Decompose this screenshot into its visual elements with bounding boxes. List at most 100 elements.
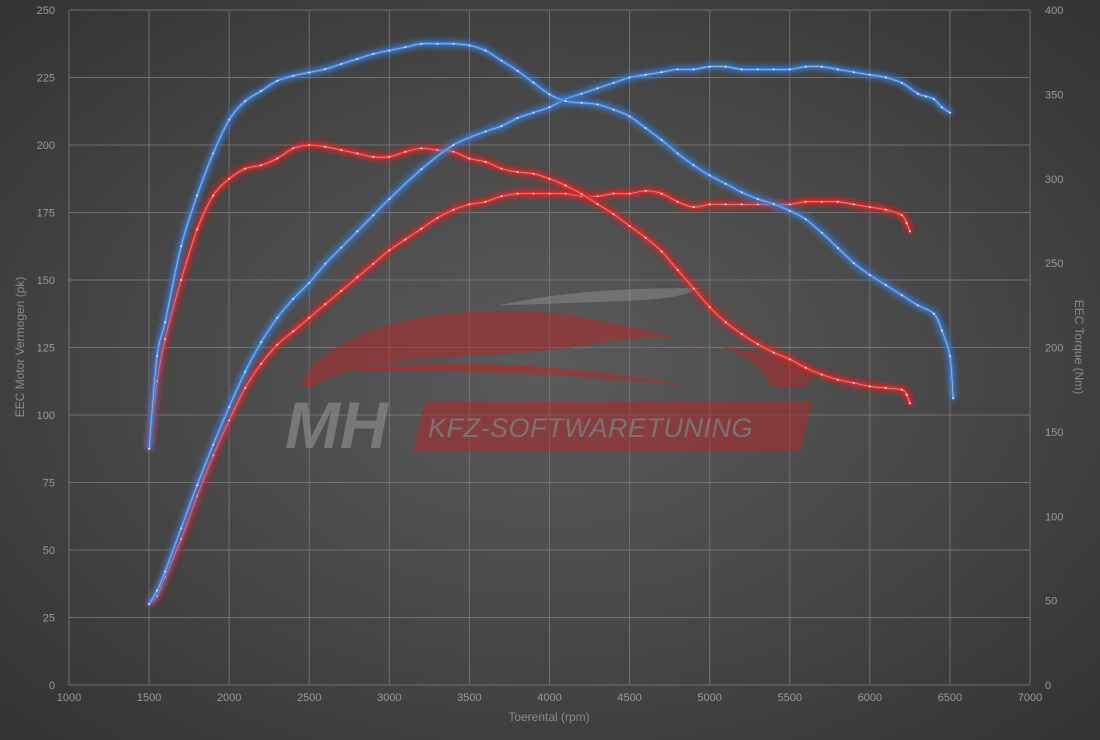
stock-power-line-point [180,538,183,541]
stock-power-line-point [404,238,407,241]
tick-labels: 1000 1500 2000 2500 3000 3500 4000 4500 5000 5500… [37,5,1064,704]
stock-torque-line-point [292,147,295,150]
tuned-power-line-point [276,316,279,319]
x-tick-label: 3000 [377,692,401,704]
stock-power-line-point [804,200,807,203]
y-left-tick-label: 50 [43,545,55,557]
tuned-torque-line-point [388,49,391,52]
stock-torque-line-point [532,172,535,175]
tuned-torque-line-point [660,138,663,141]
tuned-power-line-point [612,81,615,84]
tuned-power-line-point [372,214,375,217]
tuned-power-line-point [228,405,231,408]
stock-torque-line-point [660,250,663,253]
y-left-tick-label: 250 [37,5,55,17]
stock-power-line-point [388,249,391,252]
stock-torque-line-point [420,147,423,150]
stock-torque-line-point [788,358,791,361]
tuned-power-line-point [940,106,943,109]
tuned-torque-line-point [244,100,247,103]
y-left-tick-label: 100 [37,410,55,422]
stock-power-line-point [660,192,663,195]
tuned-torque-line-point [212,152,215,155]
tuned-power-line-point [532,111,535,114]
tuned-power-line-point [148,603,151,605]
stock-torque-line-point [740,333,743,335]
stock-torque-line-point [164,338,167,341]
tuned-power-line-point [884,76,887,79]
stock-torque-line-point [908,402,911,405]
y-right-tick-label: 0 [1045,680,1051,692]
y-right-tick-label: 100 [1045,511,1063,523]
stock-power-line-point [340,289,343,292]
tuned-power-line-point [580,92,583,95]
tuned-power-line-point [324,262,327,265]
stock-torque-line-point [388,155,391,158]
stock-torque-line-point [180,279,183,281]
stock-power-line-highlight [148,190,911,605]
y-right-tick-label: 400 [1045,5,1063,17]
tuned-torque-line-highlight [148,43,954,449]
stock-torque-line-point [852,381,855,384]
tuned-torque-line-point [468,44,471,47]
tuned-torque-line-point [708,174,711,177]
stock-power-line-point [356,276,359,279]
watermark-car-silhouette [300,310,812,388]
stock-torque-line-point [900,388,903,391]
tuned-power-line-point [244,370,247,373]
stock-torque-line-point [804,366,807,369]
tuned-power-line-point [772,68,775,71]
stock-torque-line-point [436,149,439,152]
tuned-torque-line-point [148,447,151,450]
stock-torque-line-point [500,167,503,170]
stock-power-line-point [196,495,199,497]
stock-power-line-point [708,203,711,206]
x-tick-label: 1000 [57,692,81,704]
tuned-torque-line-point [260,90,263,92]
stock-torque-line-point [692,287,695,290]
tuned-torque-line-point [900,294,903,297]
tuned-torque-line-point [788,209,791,212]
tuned-torque-line-point [356,57,359,60]
tuned-torque-line-point [436,42,439,45]
stock-torque-line-point [580,192,583,195]
tuned-power-line-point [740,68,743,71]
stock-torque-line-point [548,177,551,180]
tuned-power-line-point [692,68,695,71]
x-tick-label: 2000 [217,692,241,704]
stock-power-line-point [308,316,311,319]
watermark-red-banner [413,402,812,452]
tuned-power-line-point [420,168,423,171]
y-left-tick-label: 75 [43,478,55,490]
stock-power-line-point [452,208,455,211]
y-left-tick-label: 0 [49,680,55,692]
stock-torque-line-point [905,393,908,396]
y-left-tick-label: 200 [37,140,55,152]
tuned-power-line-point [788,68,791,71]
tuned-torque-line-point [756,198,759,200]
stock-power-line-point [276,343,279,346]
tuned-power-line-point [340,246,343,249]
stock-power-line-point [788,203,791,206]
y-right-tick-label: 150 [1045,427,1063,439]
y-left-tick-label: 25 [43,613,55,625]
x-tick-label: 6000 [858,692,882,704]
stock-torque-line-point [244,167,247,170]
tuned-torque-line-point [452,42,455,45]
watermark: MH KFZ-SOFTWARETUNING [285,288,812,462]
tuned-torque-line-point [196,194,199,197]
y-right-tick-label: 50 [1045,596,1057,608]
tuned-torque-line-point [820,231,823,234]
watermark-tagline: KFZ-SOFTWARETUNING [428,413,753,443]
tuned-torque-line-point [580,101,583,104]
stock-torque-line-point [484,160,487,163]
stock-power-line-point [644,189,647,192]
stock-power-line-point [692,206,695,209]
tuned-torque-line-point [884,284,887,287]
tuned-torque-line-point [628,115,631,118]
stock-power-line-point [756,203,759,206]
stock-power-line-point [852,203,855,206]
watermark-swoosh [500,288,700,305]
tuned-power-line-point [156,589,159,592]
